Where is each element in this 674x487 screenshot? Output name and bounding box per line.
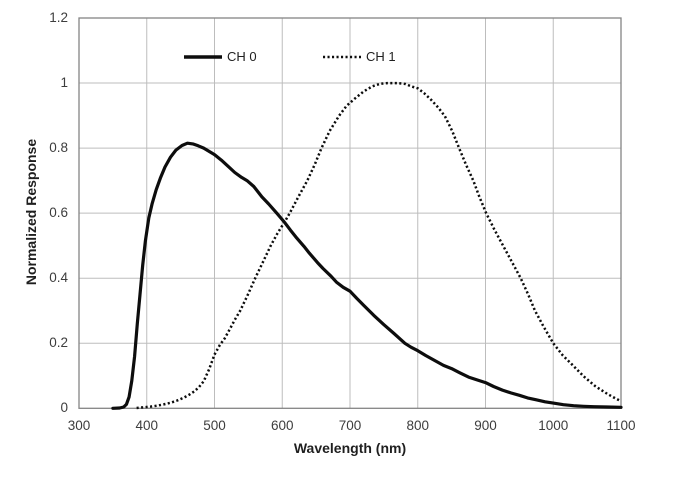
- x-tick-label: 800: [406, 418, 430, 433]
- ch0-solid-line-sample: [184, 55, 222, 59]
- y-tick-label: 0.4: [49, 270, 68, 286]
- ch1-dotted-line-sample: [323, 55, 361, 59]
- y-tick-label: 0.6: [49, 205, 68, 221]
- y-tick-label: 0.2: [49, 335, 68, 351]
- legend-item-ch0: CH 0: [184, 49, 257, 65]
- x-axis-title: Wavelength (nm): [293, 440, 407, 456]
- x-tick-label: 300: [67, 418, 91, 433]
- legend-item-ch1: CH 1: [323, 49, 396, 65]
- x-tick-label: 900: [474, 418, 497, 433]
- y-tick-label: 1.2: [49, 10, 68, 25]
- x-tick-label: 400: [135, 418, 159, 433]
- y-axis-title: Normalized Response: [23, 138, 39, 286]
- x-tick-label: 700: [338, 418, 362, 433]
- x-tick-label: 1100: [606, 418, 636, 433]
- x-tick-label: 1000: [538, 418, 569, 433]
- x-tick-label: 500: [203, 418, 226, 433]
- y-tick-label: 1: [60, 75, 68, 91]
- y-tick-label: 0: [60, 400, 68, 416]
- y-tick-label: 0.8: [49, 140, 68, 156]
- x-tick-label: 600: [270, 418, 294, 433]
- legend-label-ch1: CH 1: [366, 49, 396, 64]
- legend-label-ch0: CH 0: [227, 49, 257, 64]
